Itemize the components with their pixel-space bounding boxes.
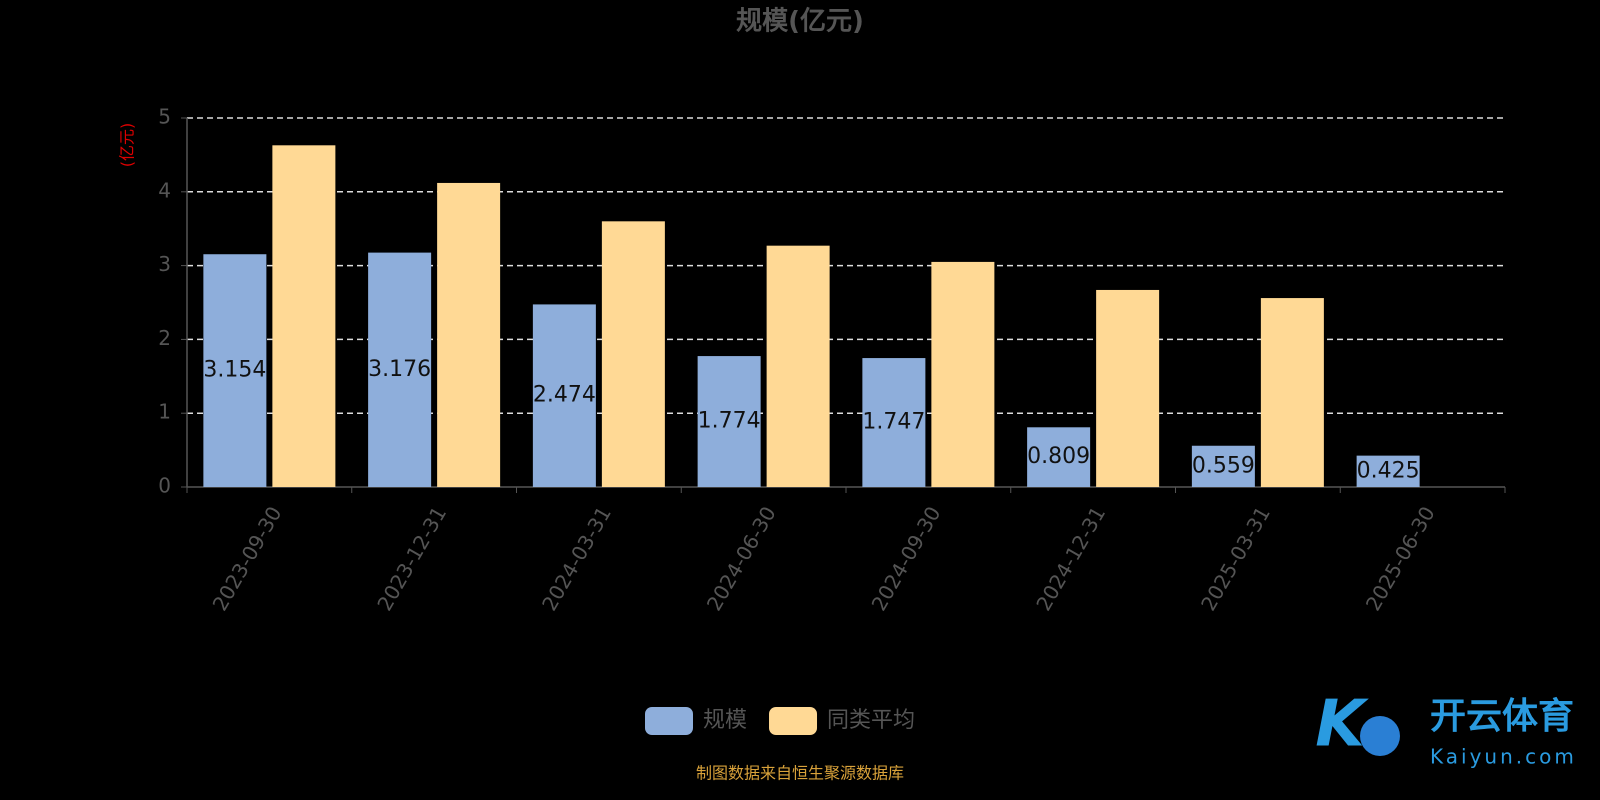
watermark-brand: 开云体育 <box>1430 696 1574 737</box>
y-tick-label: 4 <box>158 178 171 202</box>
logo-k: K <box>1315 688 1369 762</box>
bar <box>766 245 830 487</box>
bar <box>931 261 995 487</box>
bar <box>697 356 761 487</box>
legend-swatch <box>645 707 693 735</box>
watermark: K 开云体育 Kaiyun.com <box>1315 688 1577 769</box>
data-label: 3.154 <box>203 358 266 383</box>
legend-swatch <box>769 707 818 735</box>
data-label: 3.176 <box>368 357 431 382</box>
bar <box>272 145 336 487</box>
y-tick-label: 0 <box>158 474 171 498</box>
legend-label: 规模 <box>703 708 747 733</box>
y-axis-label: (亿元) <box>118 123 137 168</box>
data-label: 0.425 <box>1357 458 1420 483</box>
watermark-site: Kaiyun.com <box>1430 745 1577 769</box>
bar <box>203 254 267 487</box>
bar <box>1356 455 1420 487</box>
legend-label: 同类平均 <box>827 708 915 733</box>
data-label: 0.809 <box>1027 444 1090 469</box>
y-tick-label: 2 <box>158 326 171 350</box>
chart-title: 规模(亿元) <box>736 7 864 37</box>
bar <box>1096 289 1160 487</box>
logo <box>1360 716 1400 756</box>
bar <box>601 221 665 487</box>
data-label: 0.559 <box>1192 453 1255 478</box>
source: 制图数据来自恒生聚源数据库 <box>696 764 904 783</box>
bar <box>1027 427 1091 487</box>
bar <box>862 358 926 487</box>
bar <box>368 252 432 487</box>
bar <box>1191 445 1255 487</box>
y-tick-label: 1 <box>158 400 171 424</box>
bar <box>437 182 501 487</box>
bar <box>532 304 596 487</box>
y-tick-label: 3 <box>158 252 171 276</box>
data-label: 2.474 <box>533 383 596 408</box>
y-tick-label: 5 <box>158 105 171 129</box>
data-label: 1.774 <box>698 409 761 434</box>
data-label: 1.747 <box>862 410 925 435</box>
bar <box>1260 298 1324 487</box>
